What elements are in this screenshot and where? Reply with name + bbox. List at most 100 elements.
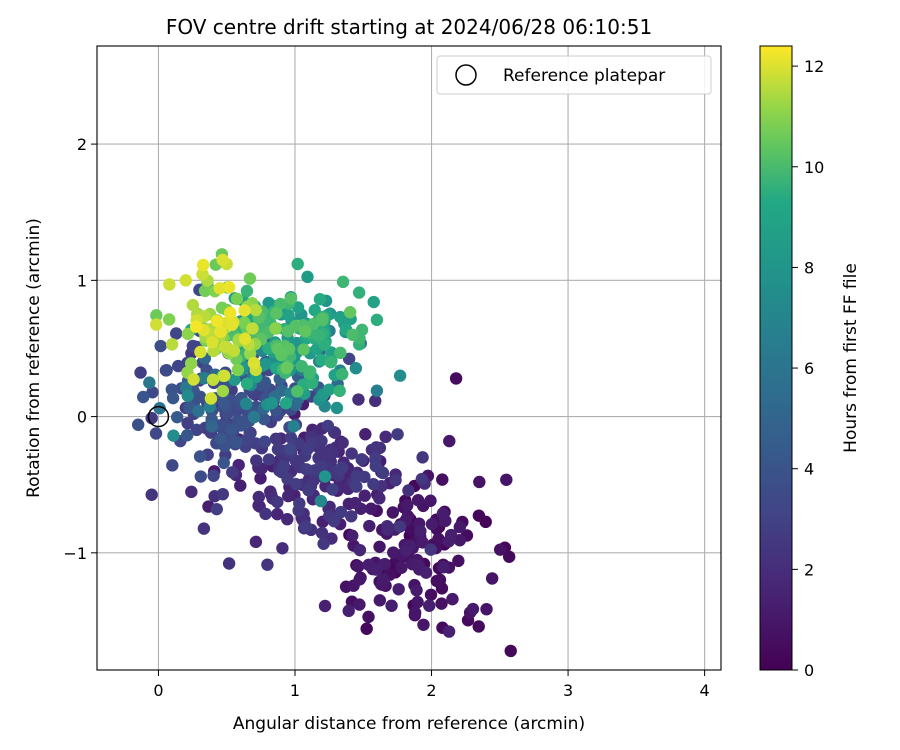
data-point: [222, 557, 236, 570]
data-point: [214, 325, 227, 339]
data-point: [379, 430, 392, 444]
data-point: [166, 459, 179, 472]
data-point: [196, 258, 210, 272]
data-point: [416, 451, 429, 464]
data-points: [131, 248, 517, 658]
plot-frame: [96, 45, 722, 671]
data-point: [393, 520, 407, 533]
data-point: [369, 459, 382, 473]
data-point: [143, 376, 156, 389]
data-point: [452, 554, 465, 568]
data-point: [231, 363, 245, 377]
data-point: [146, 386, 159, 399]
data-point: [485, 572, 499, 585]
data-point: [247, 410, 261, 424]
data-point: [442, 625, 456, 638]
data-point: [213, 282, 226, 295]
colorbar-tick-label: 0: [804, 661, 814, 680]
data-point: [392, 583, 405, 596]
data-point: [318, 338, 331, 351]
data-point: [386, 506, 399, 519]
data-point: [250, 454, 263, 467]
data-point: [207, 469, 220, 482]
colorbar-tick-label: 6: [804, 359, 814, 378]
data-point: [364, 502, 378, 515]
data-point: [336, 367, 349, 381]
data-point: [351, 560, 365, 573]
data-point: [317, 537, 330, 550]
data-point: [153, 402, 166, 415]
data-point: [353, 543, 367, 557]
data-point: [252, 490, 266, 504]
data-point: [282, 489, 295, 503]
data-point: [472, 509, 486, 522]
data-point: [316, 312, 329, 325]
data-point: [289, 319, 302, 333]
data-point: [269, 432, 283, 446]
data-point: [196, 267, 209, 281]
data-point: [271, 507, 284, 521]
data-point: [408, 606, 422, 619]
colorbar-ticks: 0 2 4 6 8 10 12: [792, 57, 824, 680]
data-point: [145, 411, 158, 425]
data-point: [424, 588, 438, 601]
data-point: [261, 558, 274, 571]
data-point: [179, 274, 192, 287]
data-point: [246, 322, 259, 335]
data-point: [419, 566, 433, 579]
data-point: [377, 573, 390, 586]
data-point: [271, 443, 285, 456]
data-point: [167, 429, 180, 442]
data-point: [226, 466, 239, 479]
data-point: [218, 397, 231, 410]
data-point: [423, 599, 436, 612]
data-point: [360, 622, 373, 635]
data-point: [358, 489, 371, 502]
data-point: [349, 362, 363, 375]
data-point: [436, 473, 449, 486]
data-point: [134, 366, 147, 379]
data-point: [345, 447, 358, 460]
data-point: [259, 507, 272, 521]
data-point: [284, 292, 298, 305]
data-point: [370, 384, 384, 397]
colorbar-tick-label: 12: [804, 57, 824, 76]
y-tick-label: 0: [77, 408, 87, 427]
data-point: [205, 420, 218, 433]
colorbar-tick-label: 8: [804, 258, 814, 277]
data-point: [185, 485, 198, 499]
data-point: [210, 502, 223, 516]
data-point: [240, 284, 254, 298]
data-point: [370, 441, 383, 454]
data-point: [335, 461, 349, 474]
data-point: [472, 620, 485, 633]
data-point: [453, 520, 467, 534]
data-point: [435, 597, 448, 610]
data-point: [362, 610, 375, 624]
data-point: [238, 304, 251, 317]
colorbar-label: Hours from first FF file: [841, 263, 861, 453]
legend-marker-reference: [455, 64, 477, 86]
data-point: [216, 487, 230, 501]
data-point: [326, 483, 339, 496]
data-point: [504, 644, 517, 658]
data-point: [393, 369, 407, 382]
data-point: [502, 550, 516, 563]
data-point: [367, 477, 380, 491]
data-point: [165, 338, 179, 351]
data-point: [336, 436, 349, 449]
data-point: [194, 470, 207, 483]
data-point: [493, 543, 507, 556]
data-point: [218, 369, 231, 383]
data-point: [198, 284, 212, 298]
data-point: [385, 599, 398, 612]
data-point: [346, 328, 359, 341]
data-point: [348, 496, 362, 510]
data-point: [402, 484, 415, 497]
legend-box: [436, 55, 712, 95]
data-point: [318, 599, 332, 613]
data-point: [321, 419, 335, 433]
data-point: [289, 478, 303, 491]
data-point: [254, 472, 267, 485]
data-point: [473, 475, 486, 489]
